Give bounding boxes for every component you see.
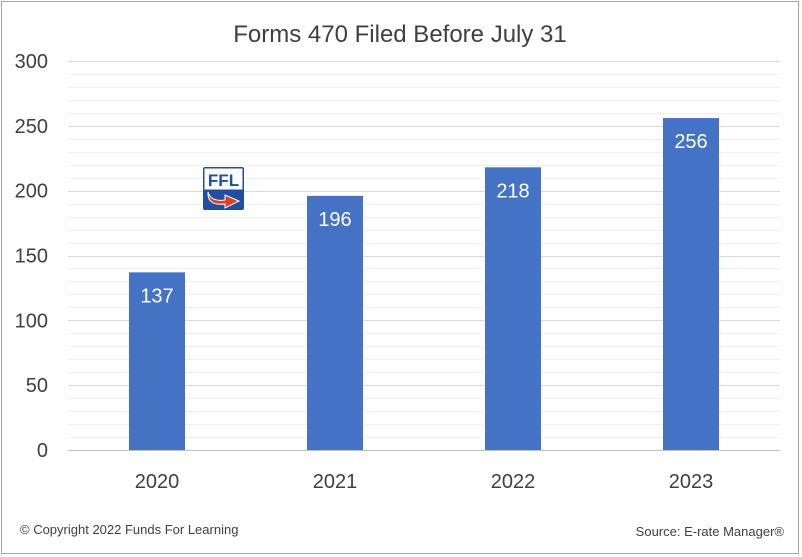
bar-2023 [663,118,719,450]
y-tick-label: 0 [37,440,48,462]
x-tick-label: 2020 [135,471,180,493]
bar-2021 [307,195,363,450]
gridlines [68,61,780,451]
y-tick-label: 200 [15,181,48,203]
chart-title: Forms 470 Filed Before July 31 [233,21,566,48]
copyright-text: © Copyright 2022 Funds For Learning [20,522,239,537]
x-axis-ticks: 2020 2021 2022 2023 [135,471,714,493]
ffl-logo-icon: FFL [203,167,244,210]
data-label-2020: 137 [140,285,173,307]
data-label-2021: 196 [318,209,351,231]
y-tick-label: 150 [15,246,48,268]
x-tick-label: 2023 [669,471,714,493]
logo-text: FFL [208,171,239,190]
y-axis-ticks: 0 50 100 150 200 250 300 [15,51,48,462]
bars: 137 196 218 256 [129,118,719,450]
x-tick-label: 2022 [491,471,536,493]
y-tick-label: 250 [15,116,48,138]
bar-2020 [129,272,185,450]
data-label-2022: 218 [496,180,529,202]
y-tick-label: 100 [15,310,48,332]
y-tick-label: 300 [15,51,48,73]
source-text: Source: E-rate Manager® [635,524,784,539]
x-tick-label: 2021 [313,471,358,493]
data-label-2023: 256 [674,131,707,153]
y-tick-label: 50 [26,375,48,397]
bar-2022 [485,167,541,450]
